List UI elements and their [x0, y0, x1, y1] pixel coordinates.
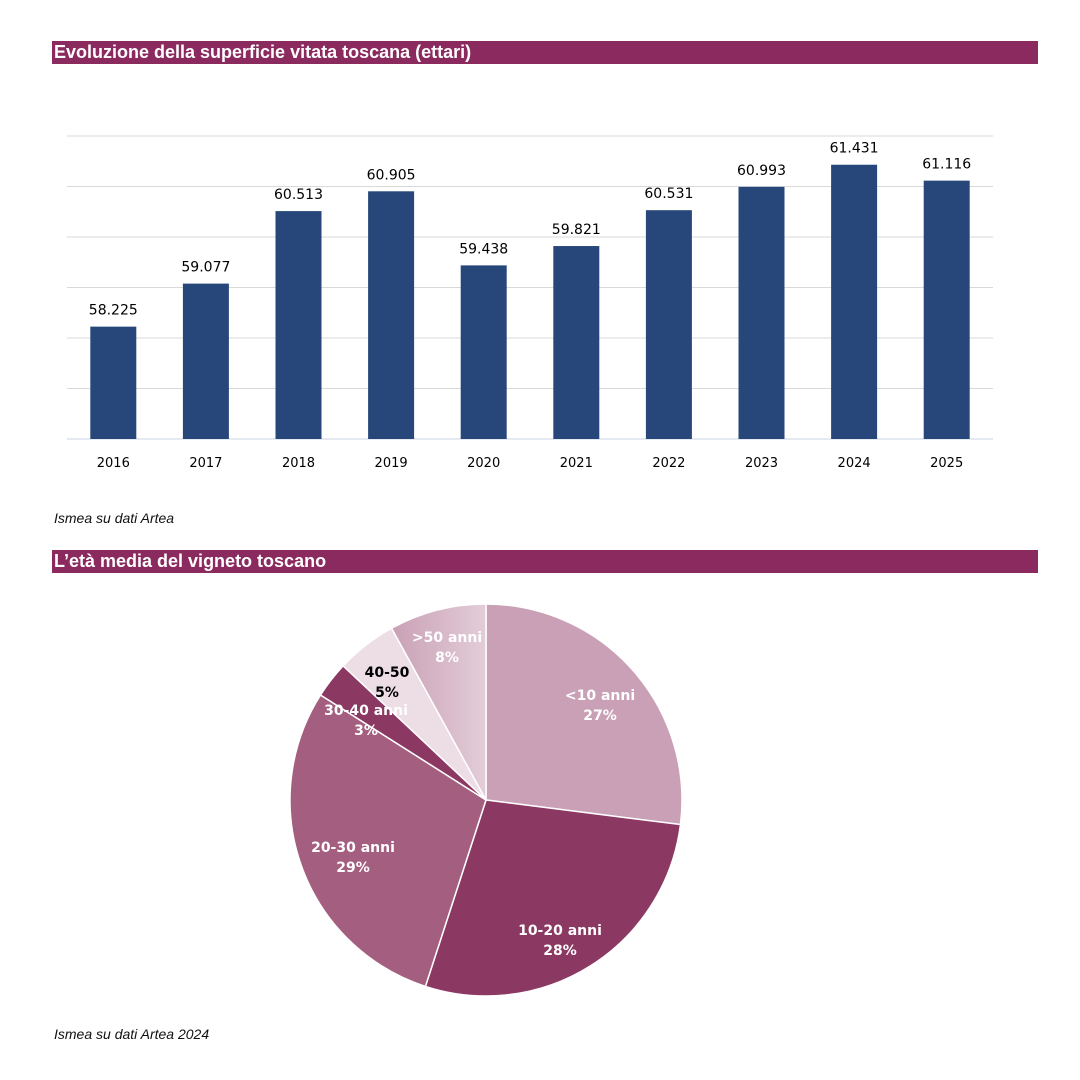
slice-percent: 29% [336, 860, 370, 876]
x-tick-label: 2020 [467, 456, 500, 471]
bar [460, 265, 507, 439]
data-label: 61.116 [922, 157, 971, 173]
slice-percent: 28% [543, 943, 577, 959]
bar-chart-title: Evoluzione della superficie vitata tosca… [52, 41, 1038, 64]
x-tick-label: 2019 [375, 456, 408, 471]
x-tick-label: 2021 [560, 456, 593, 471]
pie-slice [289, 693, 487, 988]
slice-percent: 27% [583, 708, 617, 724]
slice-label: >50 anni [412, 630, 482, 646]
bar-chart: 58.225 2016 59.077 2017 60.513 2018 60.905 2019… [67, 135, 993, 471]
bar [923, 180, 970, 439]
x-tick-label: 2022 [652, 456, 685, 471]
x-tick-label: 2017 [189, 456, 222, 471]
data-label: 60.513 [274, 187, 323, 203]
slice-percent: 8% [435, 650, 459, 666]
bar [182, 283, 229, 439]
bar [831, 164, 878, 439]
pie-slice [342, 627, 487, 801]
x-tick-label: 2018 [282, 456, 315, 471]
slice-label: 20-30 anni [311, 840, 395, 856]
bar-chart-source: Ismea su dati Artea [54, 510, 175, 526]
slice-percent: 3% [354, 723, 378, 739]
pie-slice [424, 799, 682, 997]
data-label: 61.431 [830, 141, 879, 157]
slice-label: 10-20 anni [518, 923, 602, 939]
data-label: 58.225 [89, 303, 138, 319]
data-label: 60.993 [737, 163, 786, 179]
pie-chart-source: Ismea su dati Artea 2024 [54, 1026, 210, 1042]
slice-label: 30-40 anni [324, 703, 408, 719]
pie-slice [390, 603, 487, 801]
bar [90, 326, 137, 439]
slice-label: 40-50 [365, 665, 410, 681]
data-label: 59.821 [552, 222, 601, 238]
bar [553, 246, 600, 439]
data-label: 59.077 [181, 260, 230, 276]
data-label: 59.438 [459, 241, 508, 257]
bar [738, 186, 785, 439]
pie-slice [485, 603, 683, 826]
x-tick-label: 2016 [97, 456, 130, 471]
data-label: 60.905 [367, 167, 416, 183]
data-label: 60.531 [644, 186, 693, 202]
bar [275, 211, 322, 439]
bar [645, 210, 692, 439]
bar [368, 191, 415, 439]
slice-label: <10 anni [565, 688, 635, 704]
x-tick-label: 2023 [745, 456, 778, 471]
x-tick-label: 2025 [930, 456, 963, 471]
slice-percent: 5% [375, 685, 399, 701]
pie-chart-title: L’età media del vigneto toscano [52, 550, 1038, 573]
x-tick-label: 2024 [838, 456, 871, 471]
pie-slice [319, 664, 487, 801]
